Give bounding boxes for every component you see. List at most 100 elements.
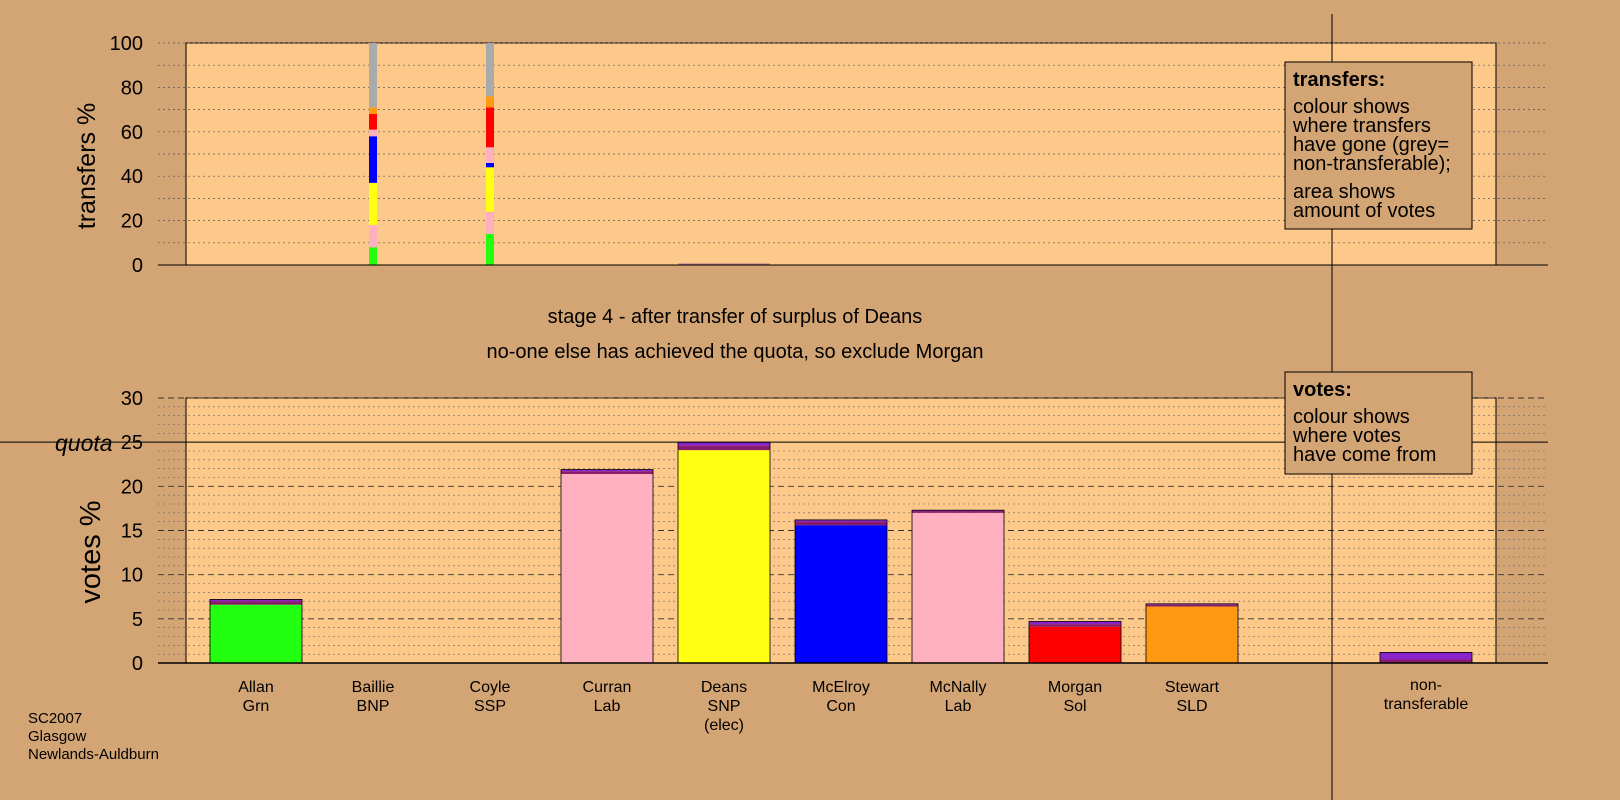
- transfer-segment: [369, 136, 377, 183]
- transfer-segment: [369, 182, 377, 226]
- quota-label: quota: [55, 430, 113, 456]
- vote-bar-segment: [210, 599, 302, 602]
- candidate-party-label: SNP: [708, 698, 741, 715]
- transfers-legend-line: have gone (grey=: [1293, 134, 1449, 156]
- vote-bar-segment: [1029, 621, 1121, 625]
- votes-legend-title: votes:: [1293, 379, 1352, 401]
- candidate-party-label: SLD: [1176, 698, 1207, 715]
- vote-bar-segment: [1146, 604, 1238, 607]
- candidate-name-label: Allan: [238, 679, 274, 696]
- candidate-name-label: Deans: [701, 679, 747, 696]
- transfers-y-tick-label: 60: [121, 122, 143, 144]
- transfer-segment: [369, 129, 377, 137]
- transfer-segment: [486, 167, 494, 212]
- transfer-segment: [369, 43, 377, 108]
- stage-title: stage 4 - after transfer of surplus of D…: [548, 306, 923, 328]
- transfers-bars: [369, 43, 770, 265]
- vote-bar-segment: [561, 469, 653, 472]
- stage-subtitle: no-one else has achieved the quota, so e…: [486, 341, 983, 363]
- votes-x-tick-labels: Allan Grn Baillie BNP Coyle SSP Curran Lab Deans…: [238, 677, 1468, 734]
- candidate-name-label: Curran: [583, 679, 632, 696]
- votes-legend-line: colour shows: [1293, 406, 1410, 428]
- vote-bar-segment: [1380, 659, 1472, 663]
- candidate-party-label: Grn: [243, 698, 270, 715]
- votes-legend-line: have come from: [1293, 444, 1436, 466]
- votes-y-axis-label: votes %: [75, 500, 107, 603]
- candidate-name-label: McElroy: [812, 679, 870, 696]
- candidate-name-label: McNally: [930, 679, 987, 696]
- vote-bar-segment: [1146, 606, 1238, 663]
- transfer-segment: [369, 107, 377, 115]
- vote-bar-segment: [912, 510, 1004, 512]
- votes-legend: votes: colour shows where votes have com…: [1284, 371, 1473, 475]
- vote-bar-segment: [795, 519, 887, 522]
- transfers-y-tick-label: 0: [132, 255, 143, 277]
- transfers-y-axis-label: transfers %: [73, 103, 101, 229]
- transfers-legend-line: where transfers: [1292, 115, 1431, 137]
- transfers-y-tick-label: 100: [110, 33, 143, 55]
- vote-bar-segment: [561, 471, 653, 474]
- transfer-segment: [486, 107, 494, 148]
- vote-bar-segment: [1380, 655, 1472, 660]
- transfer-segment: [486, 162, 494, 168]
- candidate-name-label: Stewart: [1165, 679, 1220, 696]
- candidate-party-label: Sol: [1063, 698, 1086, 715]
- transfer-segment: [486, 43, 494, 97]
- candidate-name-label: Baillie: [352, 679, 395, 696]
- vote-bar-segment: [678, 442, 770, 446]
- candidate-name-label: Morgan: [1048, 679, 1102, 696]
- vote-bar-segment: [1380, 652, 1472, 656]
- candidate-party-label: Con: [826, 698, 855, 715]
- candidate-party-label: Lab: [594, 698, 621, 715]
- transfers-legend-line: colour shows: [1293, 96, 1410, 118]
- candidate-name-label: non-: [1410, 677, 1442, 694]
- transfer-segment: [369, 114, 377, 130]
- vote-bar-segment: [912, 512, 1004, 663]
- vote-bar-segment: [912, 511, 1004, 513]
- transfer-segment: [486, 147, 494, 163]
- footer-council: Glasgow: [28, 728, 87, 745]
- transfers-y-tick-label: 40: [121, 166, 143, 188]
- votes-y-tick-label: 30: [121, 388, 143, 410]
- transfers-y-tick-label: 80: [121, 77, 143, 99]
- votes-y-tick-label: 20: [121, 476, 143, 498]
- votes-legend-line: where votes: [1292, 425, 1401, 447]
- votes-y-tick-label: 0: [132, 653, 143, 675]
- transfers-legend-title: transfers:: [1293, 69, 1385, 91]
- transfers-y-ticks: 0 20 40 60 80 100: [110, 33, 143, 277]
- vote-bar-segment: [795, 521, 887, 526]
- vote-bar-segment: [210, 604, 302, 663]
- transfer-segment: [486, 233, 494, 265]
- transfers-gridlines: [158, 42, 1548, 244]
- vote-bar-segment: [1029, 626, 1121, 663]
- vote-bar-segment: [678, 445, 770, 451]
- votes-y-tick-label: 10: [121, 565, 143, 587]
- candidate-status-label: (elec): [704, 717, 744, 734]
- footer-election: SC2007: [28, 710, 82, 727]
- transfers-legend-line: amount of votes: [1293, 200, 1435, 222]
- vote-bar-segment: [1146, 603, 1238, 605]
- vote-bar-segment: [561, 473, 653, 663]
- candidate-party-label: SSP: [474, 698, 506, 715]
- vote-bar-segment: [1029, 624, 1121, 627]
- transfers-legend-line: non-transferable);: [1293, 153, 1451, 175]
- vote-bar-segment: [678, 450, 770, 663]
- candidate-party-label: transferable: [1384, 696, 1469, 713]
- votes-y-tick-label: 15: [121, 521, 143, 543]
- candidate-name-label: Coyle: [470, 679, 511, 696]
- footer-ward: Newlands-Auldburn: [28, 746, 159, 763]
- vote-bar-segment: [795, 525, 887, 663]
- candidate-party-label: Lab: [945, 698, 972, 715]
- transfer-segment: [486, 96, 494, 108]
- vote-bar-segment: [210, 601, 302, 605]
- votes-y-ticks: 0 5 10 15 20 25 30: [121, 388, 143, 675]
- transfer-segment: [486, 211, 494, 234]
- transfers-legend-line: area shows: [1293, 181, 1395, 203]
- transfer-segment: [369, 247, 377, 265]
- transfers-legend: transfers: colour shows where transfers …: [1284, 61, 1473, 230]
- transfer-segment: [369, 225, 377, 248]
- votes-y-tick-label: 25: [121, 432, 143, 454]
- candidate-party-label: BNP: [357, 698, 390, 715]
- votes-y-tick-label: 5: [132, 609, 143, 631]
